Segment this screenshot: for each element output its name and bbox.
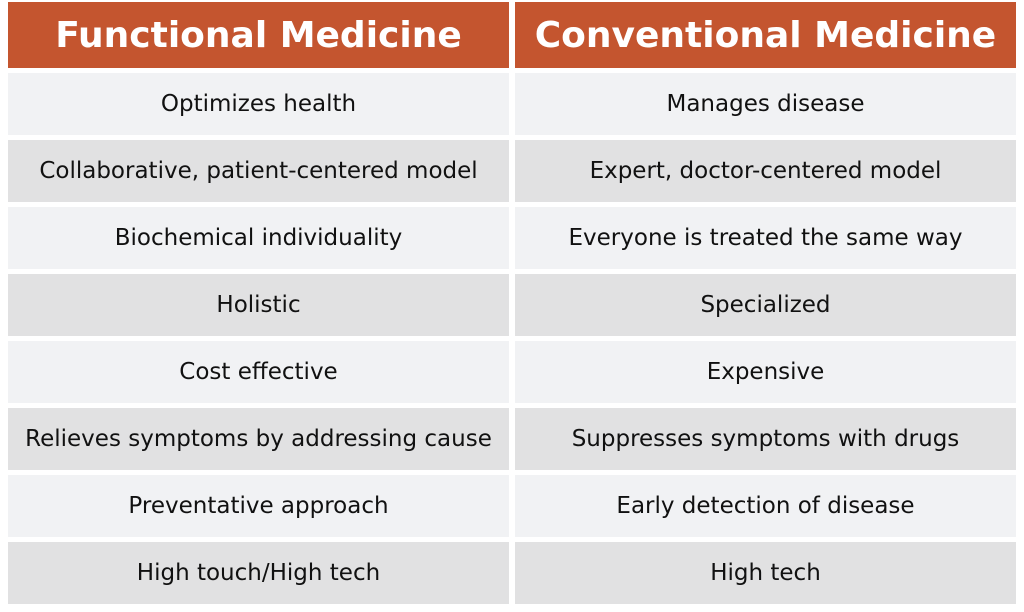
table-row-cell: Everyone is treated the same way <box>515 207 1016 269</box>
table-row-cell: Relieves symptoms by addressing cause <box>8 408 509 470</box>
table-row-cell: Specialized <box>515 274 1016 336</box>
table-row-cell: High touch/High tech <box>8 542 509 604</box>
comparison-table: Functional Medicine Conventional Medicine… <box>8 2 1016 609</box>
table-row: Relieves symptoms by addressing cause Sup… <box>8 408 1016 470</box>
table-row: Optimizes health Manages disease <box>8 73 1016 135</box>
table-row: Cost effective Expensive <box>8 341 1016 403</box>
table-row-cell: Manages disease <box>515 73 1016 135</box>
table-row: Holistic Specialized <box>8 274 1016 336</box>
table-row-cell: Expert, doctor-centered model <box>515 140 1016 202</box>
table-row-cell: Collaborative, patient-centered model <box>8 140 509 202</box>
table-row-cell: Preventative approach <box>8 475 509 537</box>
table-row-cell: Cost effective <box>8 341 509 403</box>
table-row-cell: High tech <box>515 542 1016 604</box>
table-row-cell: Early detection of disease <box>515 475 1016 537</box>
table-row-cell: Expensive <box>515 341 1016 403</box>
header-row-cell: Conventional Medicine <box>515 2 1016 68</box>
table-row-cell: Optimizes health <box>8 73 509 135</box>
table-row: Preventative approach Early detection of … <box>8 475 1016 537</box>
table-row: High touch/High tech High tech <box>8 542 1016 604</box>
header-row-cell: Functional Medicine <box>8 2 509 68</box>
table-row: Biochemical individuality Everyone is tre… <box>8 207 1016 269</box>
table-row-cell: Biochemical individuality <box>8 207 509 269</box>
table-row: Collaborative, patient-centered model Exp… <box>8 140 1016 202</box>
table-row-cell: Suppresses symptoms with drugs <box>515 408 1016 470</box>
header-row: Functional Medicine Conventional Medicine <box>8 2 1016 68</box>
table-row-cell: Holistic <box>8 274 509 336</box>
